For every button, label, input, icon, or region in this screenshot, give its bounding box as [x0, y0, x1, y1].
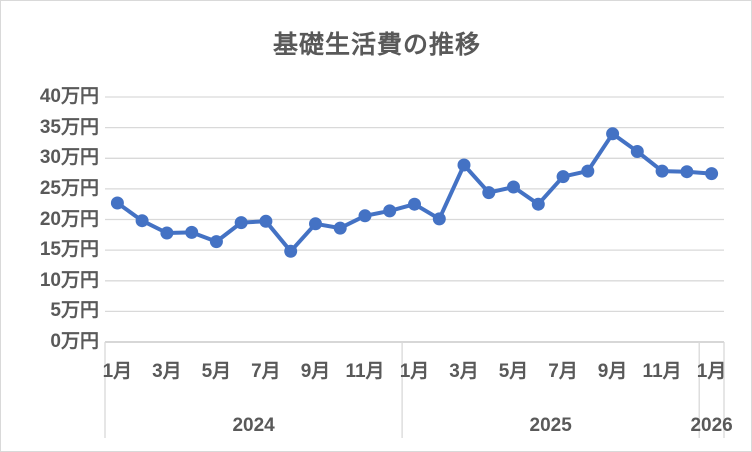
data-point	[160, 226, 174, 240]
data-point	[309, 217, 322, 231]
data-point	[482, 186, 496, 200]
y-tick-label: 25万円	[39, 177, 99, 199]
x-tick-label: 1月	[102, 361, 133, 382]
data-point	[531, 197, 545, 211]
data-point	[135, 214, 149, 228]
data-point	[333, 221, 347, 235]
x-tick-label: 9月	[300, 361, 331, 382]
x-tick-label: 3月	[152, 361, 182, 382]
data-point	[556, 170, 570, 184]
x-tick-label: 1月	[696, 361, 727, 382]
y-tick-label: 10万円	[39, 269, 99, 291]
x-tick-label: 9月	[597, 361, 628, 382]
x-tick-label: 3月	[449, 361, 479, 382]
data-point	[655, 164, 669, 178]
data-point	[606, 127, 620, 141]
data-point	[234, 216, 248, 230]
x-tick-label: 7月	[251, 361, 281, 382]
data-point	[185, 225, 199, 239]
data-point	[358, 209, 372, 223]
y-tick-label: 30万円	[39, 147, 99, 169]
y-tick-label: 5万円	[50, 300, 99, 322]
y-tick-label: 15万円	[39, 239, 99, 261]
data-line	[115, 131, 714, 254]
y-tick-label: 0万円	[50, 331, 99, 352]
y-tick-label: 20万円	[39, 208, 99, 230]
data-point	[630, 145, 644, 158]
data-point	[383, 204, 397, 218]
data-point	[581, 164, 595, 178]
data-point	[110, 196, 124, 210]
y-tick-label: 35万円	[39, 116, 99, 138]
x-tick-label: 1月	[399, 361, 430, 382]
data-point	[209, 235, 223, 249]
x-tick-label: 5月	[498, 361, 529, 382]
year-label: 2026	[690, 415, 733, 436]
data-point	[408, 197, 421, 211]
x-tick-label: 7月	[548, 361, 578, 382]
chart-title: 基礎生活費の推移	[272, 31, 481, 59]
x-tick-label: 5月	[201, 361, 232, 382]
data-point	[284, 244, 298, 258]
data-point	[507, 180, 520, 194]
year-label: 2025	[529, 415, 572, 436]
data-point	[259, 214, 273, 228]
x-tick-label: 11月	[345, 361, 385, 382]
data-point	[705, 167, 719, 181]
year-label: 2024	[232, 415, 275, 436]
data-point	[680, 165, 694, 179]
data-point	[457, 158, 471, 172]
x-tick-label: 11月	[642, 361, 682, 382]
y-tick-label: 40万円	[39, 86, 99, 107]
data-point	[432, 212, 446, 226]
